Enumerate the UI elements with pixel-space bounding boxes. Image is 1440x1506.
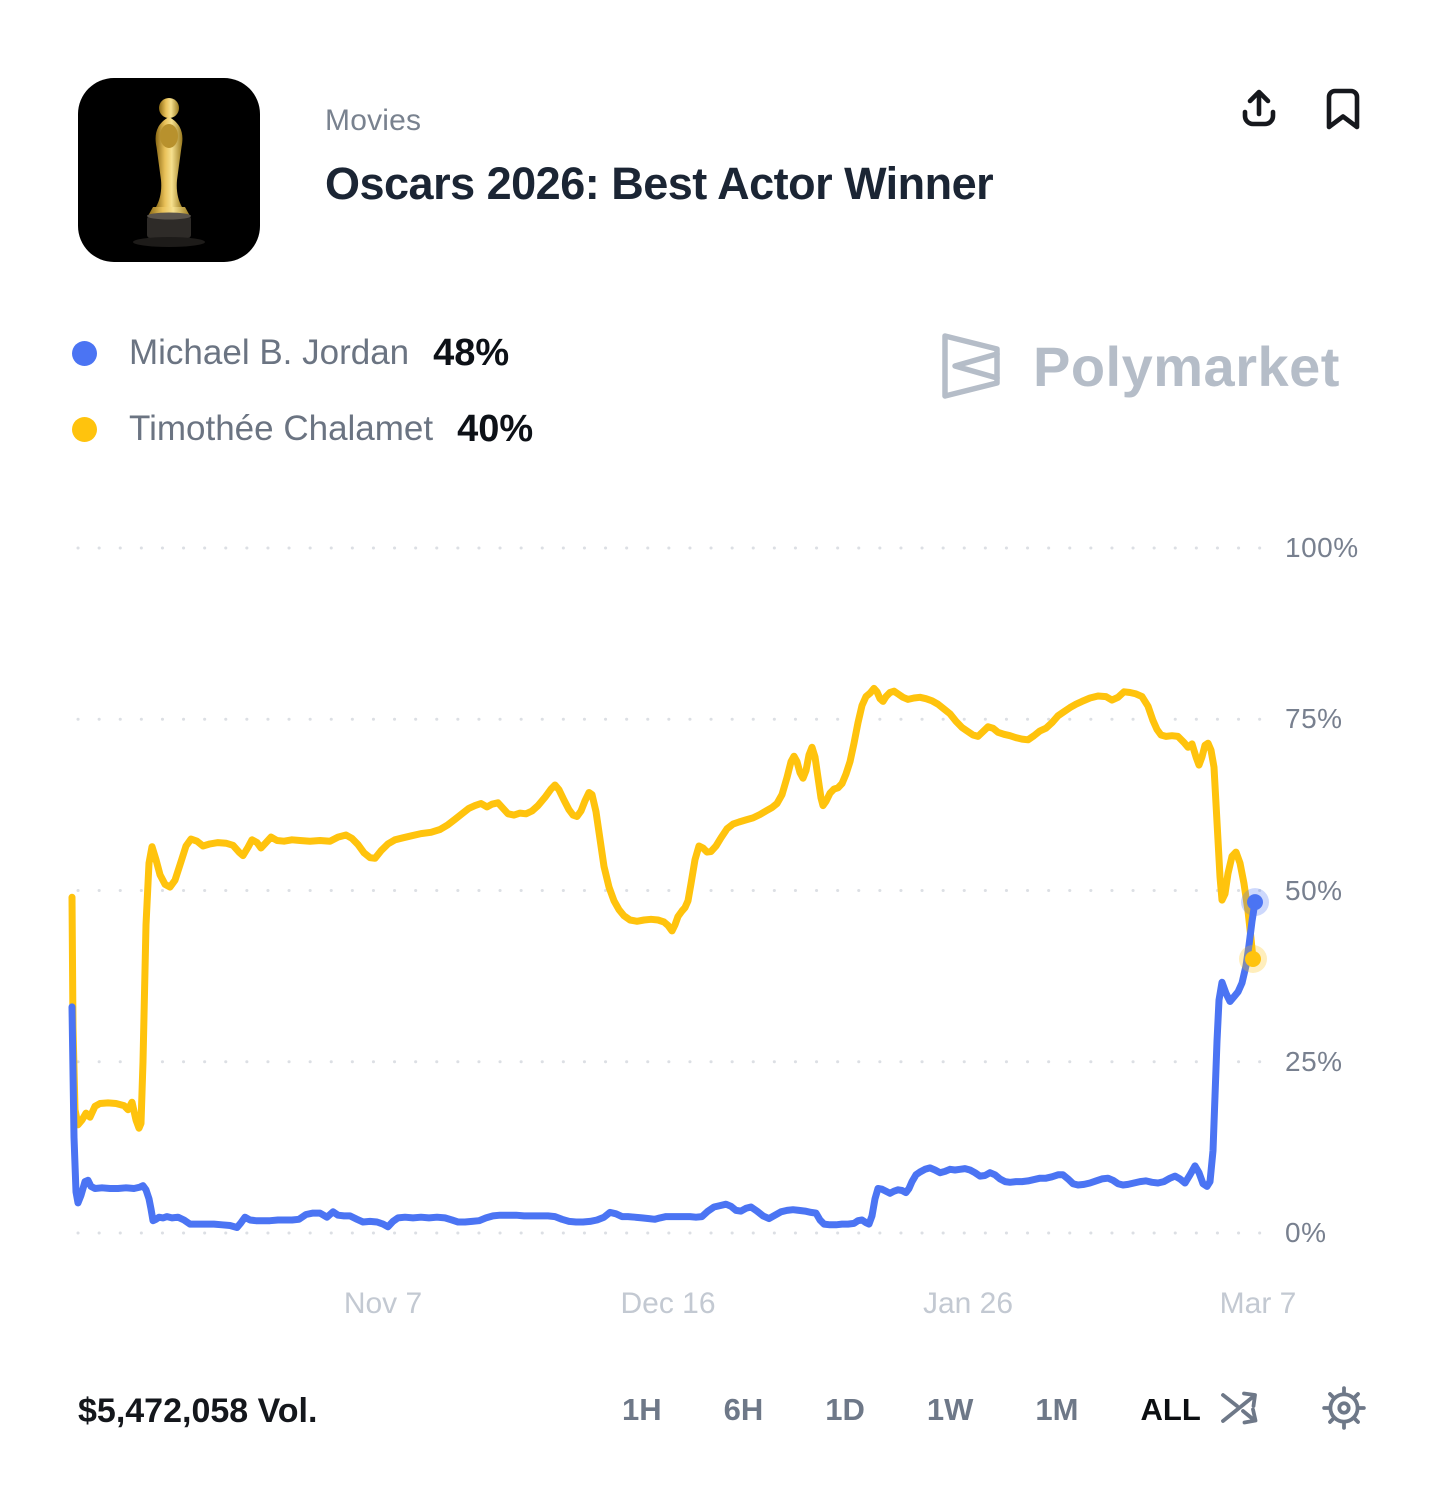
legend-row-jordan[interactable]: Michael B. Jordan 48% xyxy=(72,330,533,376)
polymarket-wordmark: Polymarket xyxy=(1033,334,1340,398)
polymarket-logo-icon xyxy=(942,333,1000,399)
legend-percentage: 48% xyxy=(433,331,510,374)
y-axis-label: 25% xyxy=(1285,1045,1343,1077)
x-axis-label: Jan 26 xyxy=(922,1287,1014,1320)
range-button-all[interactable]: ALL xyxy=(1137,1390,1205,1430)
oscar-statuette-graphic xyxy=(133,98,205,247)
legend-name: Michael B. Jordan xyxy=(129,333,410,372)
polymarket-watermark: Polymarket xyxy=(933,330,1340,402)
market-image-oscar-statuette xyxy=(78,78,260,262)
range-button-1m[interactable]: 1M xyxy=(1031,1390,1082,1430)
range-button-1d[interactable]: 1D xyxy=(821,1390,869,1430)
range-button-6h[interactable]: 6H xyxy=(720,1390,768,1430)
price-chart: 100% 75% 50% 25% 0% Nov 7 Dec 16 Jan 26 Mar 7 xyxy=(0,532,1440,1378)
chart-legend: Michael B. Jordan 48% Timothée Chalamet … xyxy=(72,330,533,482)
y-axis-label: 50% xyxy=(1285,874,1343,906)
x-axis-label: Mar 7 xyxy=(1219,1287,1297,1320)
share-icon xyxy=(1242,89,1276,127)
legend-percentage: 40% xyxy=(457,407,534,450)
chart-settings-button[interactable] xyxy=(1320,1384,1368,1432)
volume-label: $5,472,058 Vol. xyxy=(78,1392,318,1430)
market-category: Movies xyxy=(325,104,422,137)
y-axis-label: 75% xyxy=(1285,703,1343,735)
time-range-selector: 1H 6H 1D 1W 1M ALL xyxy=(618,1390,1205,1430)
gear-icon xyxy=(1322,1386,1366,1430)
legend-row-chalamet[interactable]: Timothée Chalamet 40% xyxy=(72,406,533,452)
price-chart-svg[interactable] xyxy=(68,546,1270,1235)
y-axis-label: 0% xyxy=(1285,1217,1327,1248)
legend-name: Timothée Chalamet xyxy=(129,409,434,448)
page-title: Oscars 2026: Best Actor Winner xyxy=(325,158,994,209)
shuffle-icon xyxy=(1221,1391,1258,1425)
bookmark-icon xyxy=(1326,88,1360,130)
x-axis-label: Dec 16 xyxy=(620,1287,716,1320)
share-button[interactable] xyxy=(1234,84,1284,134)
x-axis-label: Nov 7 xyxy=(343,1287,423,1320)
y-axis-label: 100% xyxy=(1285,532,1359,563)
range-button-1h[interactable]: 1H xyxy=(618,1390,666,1430)
legend-dot-blue xyxy=(72,340,97,366)
bookmark-button[interactable] xyxy=(1318,84,1368,134)
legend-dot-yellow xyxy=(72,416,97,442)
range-button-1w[interactable]: 1W xyxy=(923,1390,978,1430)
shuffle-markets-button[interactable] xyxy=(1216,1384,1264,1432)
